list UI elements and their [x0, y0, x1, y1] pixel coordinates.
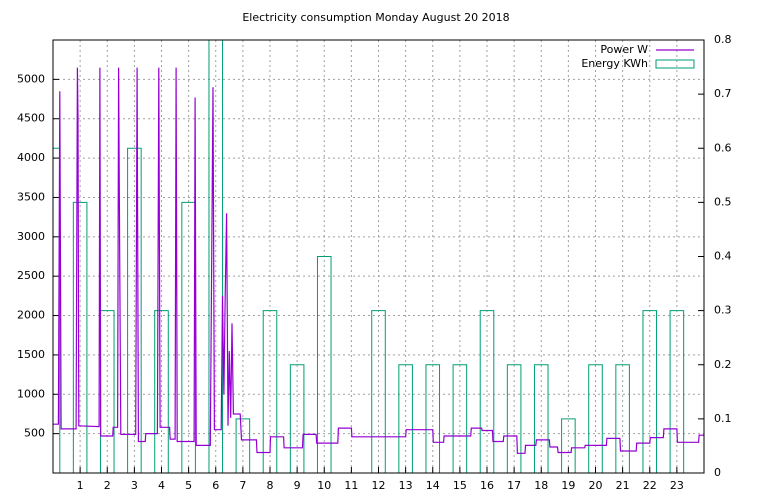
x-tick-label: 20	[589, 479, 603, 492]
power-line	[53, 67, 704, 454]
energy-box	[452, 364, 468, 473]
y-tick-label: 3000	[17, 230, 45, 243]
x-tick-label: 11	[344, 479, 358, 492]
x-tick-label: 12	[372, 479, 386, 492]
energy-box	[289, 364, 305, 473]
energy-box	[127, 147, 142, 473]
energy-box	[154, 310, 169, 473]
x-tick-label: 16	[480, 479, 494, 492]
x-tick-label: 8	[267, 479, 274, 492]
legend-label: Energy KWh	[581, 57, 648, 70]
y2-tick-label: 0	[714, 466, 721, 479]
x-tick-label: 4	[158, 479, 165, 492]
energy-box	[506, 364, 522, 473]
energy-box	[479, 310, 495, 473]
y-tick-label: 2000	[17, 309, 45, 322]
x-tick-label: 10	[317, 479, 331, 492]
x-tick-label: 19	[561, 479, 575, 492]
x-tick-label: 2	[104, 479, 111, 492]
x-tick-label: 9	[294, 479, 301, 492]
energy-box	[533, 364, 549, 473]
y-tick-label: 500	[24, 427, 45, 440]
energy-box	[208, 40, 224, 473]
y2-tick-label: 0.8	[714, 33, 732, 46]
energy-box	[398, 364, 413, 473]
x-tick-label: 7	[239, 479, 246, 492]
y-tick-label: 4000	[17, 151, 45, 164]
energy-box	[425, 364, 441, 473]
energy-box	[316, 256, 332, 473]
energy-box	[588, 364, 603, 473]
energy-box	[669, 310, 685, 473]
energy-box	[72, 201, 88, 473]
x-tick-label: 23	[670, 479, 684, 492]
y2-tick-label: 0.6	[714, 141, 732, 154]
x-tick-label: 5	[185, 479, 192, 492]
y2-tick-label: 0.2	[714, 358, 732, 371]
x-tick-label: 3	[131, 479, 138, 492]
x-tick-label: 18	[534, 479, 548, 492]
y-tick-label: 4500	[17, 112, 45, 125]
energy-box	[561, 418, 576, 473]
energy-box	[235, 418, 251, 473]
y2-tick-label: 0.5	[714, 195, 732, 208]
x-tick-label: 1	[77, 479, 84, 492]
x-tick-label: 22	[643, 479, 657, 492]
y2-tick-label: 0.1	[714, 412, 732, 425]
y2-tick-label: 0.3	[714, 304, 732, 317]
energy-box	[615, 364, 630, 473]
x-tick-label: 15	[453, 479, 467, 492]
x-tick-label: 17	[507, 479, 521, 492]
y-tick-label: 2500	[17, 269, 45, 282]
energy-box	[53, 147, 61, 473]
plot-border	[52, 39, 705, 474]
x-tick-label: 14	[426, 479, 440, 492]
x-tick-label: 6	[212, 479, 219, 492]
energy-box	[371, 310, 386, 473]
y-tick-label: 1000	[17, 387, 45, 400]
plot-area	[53, 40, 704, 473]
y-tick-label: 5000	[17, 72, 45, 85]
y-tick-label: 1500	[17, 348, 45, 361]
legend-swatch	[655, 59, 695, 69]
energy-box	[642, 310, 658, 473]
legend-label: Power W	[600, 43, 648, 56]
y2-tick-label: 0.7	[714, 87, 732, 100]
x-tick-label: 21	[616, 479, 630, 492]
chart-title: Electricity consumption Monday August 20…	[242, 11, 509, 24]
y-tick-label: 3500	[17, 190, 45, 203]
energy-box	[262, 310, 278, 473]
x-tick-label: 13	[399, 479, 413, 492]
y2-tick-label: 0.4	[714, 250, 732, 263]
